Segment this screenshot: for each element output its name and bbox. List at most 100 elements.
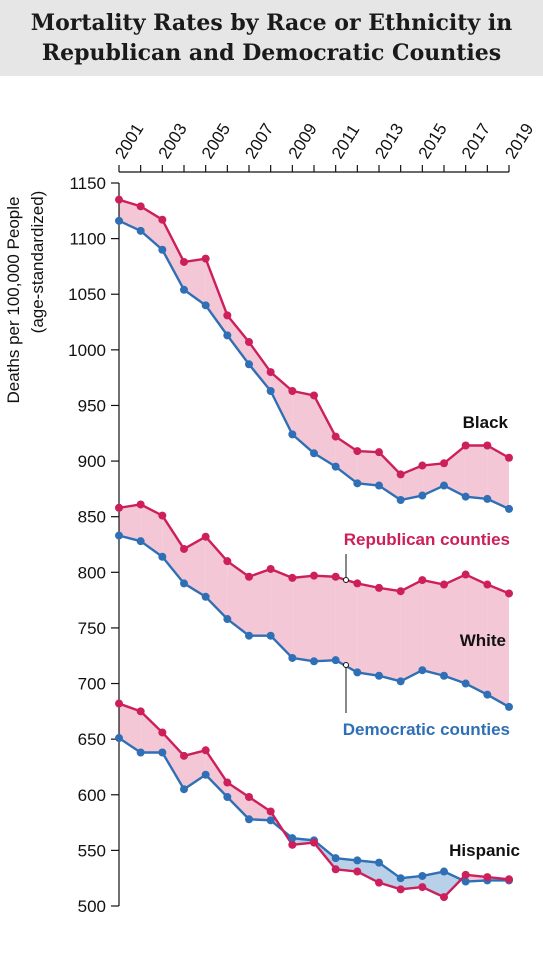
white-gap-fill-10 [335, 576, 358, 673]
white-republican-point-2008 [266, 564, 275, 573]
y-tick-label-1050: 1050 [68, 285, 106, 304]
democratic-counties-label: Democratic counties [343, 720, 510, 739]
white-gap-fill-11 [357, 583, 379, 676]
hispanic-republican-point-2007 [245, 792, 253, 801]
black-republican-point-2011 [331, 432, 340, 441]
hispanic-republican-point-2006 [223, 778, 232, 787]
y-tick-label-1100: 1100 [69, 230, 106, 249]
x-tick-label-2011: 2011 [328, 121, 363, 162]
hispanic-gap-fill-10 [335, 858, 358, 872]
black-republican-point-2015 [418, 461, 427, 470]
white-gap-fill-13 [400, 580, 423, 682]
hispanic-democratic-point-2016 [440, 867, 448, 876]
black-gap-fill-6 [249, 342, 271, 392]
hispanic-republican-point-2010 [310, 838, 318, 847]
black-republican-point-2008 [266, 368, 275, 377]
x-ticks: 2001 2003 2005 2007 2009 2011 2013 2015 2017 2019 [111, 120, 537, 172]
white-republican-point-2013 [375, 583, 383, 592]
y-tick-label-1150: 1150 [69, 174, 106, 193]
x-tick-label-2015: 2015 [415, 120, 451, 162]
x-tick-label-2009: 2009 [285, 120, 321, 162]
white-republican-point-2009 [288, 573, 297, 582]
hispanic-democratic-point-2014 [396, 874, 405, 883]
white-group-label: White [460, 631, 506, 650]
white-democratic-point-2012 [353, 668, 362, 677]
white-gap-fill-3 [184, 536, 206, 597]
white-democratic-point-2005 [201, 592, 210, 601]
hispanic-gap-fill-11 [357, 860, 379, 883]
x-tick-label-2005: 2005 [198, 120, 234, 162]
black-republican-point-2012 [353, 447, 362, 456]
hispanic-republican-point-2017 [461, 870, 470, 879]
white-gap-fill-7 [270, 568, 293, 658]
y-tick-label-750: 750 [78, 619, 106, 638]
hispanic-democratic-point-2002 [136, 748, 145, 757]
hispanic-republican-point-2003 [158, 728, 167, 737]
white-republican-point-2010 [310, 571, 318, 580]
black-democratic-point-2014 [396, 496, 405, 505]
black-gap-fill-17 [487, 445, 509, 509]
hispanic-republican-point-2016 [440, 893, 448, 902]
black-democratic-point-2013 [375, 481, 383, 490]
hispanic-republican-point-2014 [396, 885, 405, 894]
hispanic-republican-point-2005 [201, 746, 210, 755]
white-republican-point-2014 [396, 587, 405, 596]
hispanic-republican-point-2011 [331, 865, 340, 874]
black-gap-fill-4 [205, 258, 228, 336]
white-democratic-point-2013 [375, 671, 383, 680]
chart-title-line1: Mortality Rates by Race or Ethnicity in [30, 10, 513, 36]
hispanic-democratic-point-2012 [353, 856, 362, 865]
hispanic-gap-fill-12 [379, 862, 401, 890]
x-tick-label-2019: 2019 [501, 120, 537, 162]
white-gap-fill-5 [227, 561, 249, 636]
white-democratic-point-2017 [461, 679, 470, 688]
black-democratic-point-2016 [440, 481, 448, 490]
x-tick-label-2007: 2007 [241, 120, 277, 162]
hispanic-gap-fill-13 [400, 875, 423, 890]
white-democratic-point-2011 [331, 656, 340, 665]
white-republican-point-2019 [505, 589, 513, 598]
x-tick-label-2017: 2017 [458, 120, 494, 162]
hispanic-democratic-point-2005 [201, 770, 210, 779]
white-democratic-point-2004 [180, 579, 188, 588]
hispanic-republican-point-2004 [180, 751, 188, 760]
black-republican-point-2001 [115, 195, 123, 204]
hispanic-republican-point-2001 [115, 699, 123, 708]
hispanic-democratic-point-2013 [375, 858, 383, 867]
black-republican-point-2014 [396, 470, 405, 479]
hispanic-republican-point-2013 [375, 878, 383, 887]
white-gap-fill-8 [292, 575, 314, 662]
hispanic-democratic-point-2009 [288, 834, 297, 843]
y-ticks: 500 550 600 650 700 750 800 850 900 950 1000 1050 11… [68, 174, 119, 916]
black-republican-point-2006 [223, 311, 232, 320]
black-republican-point-2016 [440, 459, 448, 468]
black-republican-point-2003 [158, 215, 167, 224]
black-democratic-point-2018 [483, 494, 492, 503]
black-democratic-point-2017 [461, 492, 470, 501]
black-democratic-point-2008 [266, 387, 275, 396]
title-band [0, 0, 543, 76]
black-gap-fill-3 [184, 258, 206, 306]
black-gap-fill-15 [444, 445, 466, 497]
y-axis-title-line2: (age-standardized) [28, 191, 47, 334]
white-democratic-point-2016 [440, 671, 448, 680]
chart-title: Mortality Rates by Race or Ethnicity in … [0, 8, 543, 68]
white-democratic-point-2007 [245, 631, 253, 640]
y-tick-label-650: 650 [78, 730, 106, 749]
hispanic-democratic-point-2015 [418, 871, 427, 880]
black-republican-point-2017 [461, 441, 470, 450]
y-tick-label-500: 500 [78, 897, 106, 916]
y-tick-label-1000: 1000 [68, 341, 106, 360]
black-democratic-point-2010 [310, 449, 318, 458]
black-democratic-point-2019 [505, 504, 513, 513]
black-republican-point-2010 [310, 391, 318, 400]
hispanic-gap-fill-3 [184, 750, 206, 790]
black-republican-point-2005 [201, 254, 210, 263]
black-gap-fill-2 [162, 219, 184, 290]
white-republican-point-2012 [353, 579, 362, 588]
white-republican-point-2017 [461, 570, 470, 579]
white-gap-fill-17 [487, 584, 509, 707]
black-democratic-point-2007 [245, 360, 253, 369]
white-democratic-point-2014 [396, 677, 405, 686]
black-democratic-point-2006 [223, 331, 232, 340]
